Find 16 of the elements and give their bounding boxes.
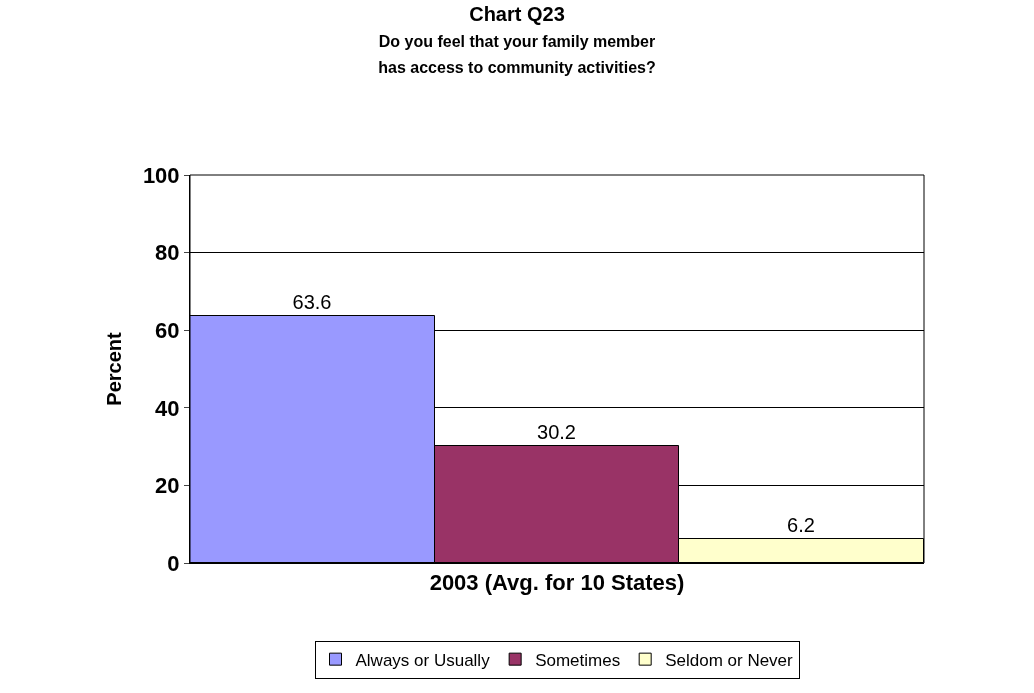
data-label: 6.2 <box>787 513 815 536</box>
y-tick-label: 40 <box>155 395 180 421</box>
y-tick-label: 60 <box>155 317 180 343</box>
data-label: 63.6 <box>292 290 332 313</box>
chart-title: Chart Q23 <box>469 2 565 25</box>
legend-label: Always or Usually <box>355 650 491 670</box>
chart-subtitle: Do you feel that your family member has access to community activities? <box>378 32 656 76</box>
legend-label: Seldom or Never <box>665 650 794 670</box>
y-axis-title: Percent <box>103 331 126 406</box>
y-tick-label: 20 <box>155 473 180 499</box>
y-tick-label: 0 <box>167 550 180 576</box>
y-tick-label: 80 <box>155 240 180 266</box>
y-tick-label: 100 <box>142 162 180 188</box>
x-tick-label: 2003 (Avg. for 10 States) <box>429 570 685 596</box>
legend-label: Sometimes <box>535 650 621 670</box>
data-label: 30.2 <box>537 420 576 443</box>
